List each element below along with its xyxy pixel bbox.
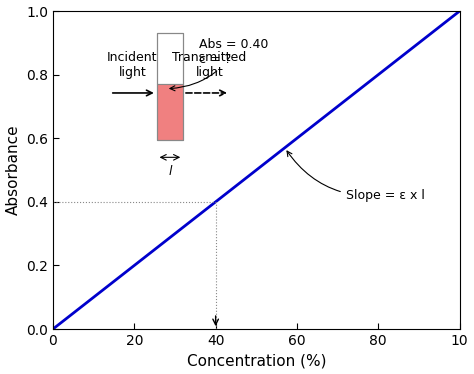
Bar — [157, 85, 183, 140]
Bar — [157, 33, 183, 140]
X-axis label: Concentration (%): Concentration (%) — [187, 353, 326, 368]
Text: Slope = ε x l: Slope = ε x l — [287, 151, 425, 202]
Y-axis label: Absorbance: Absorbance — [6, 125, 20, 215]
Text: Transmitted
light: Transmitted light — [173, 50, 246, 79]
Bar — [157, 33, 183, 85]
Text: Abs = 0.40
c = ?: Abs = 0.40 c = ? — [170, 39, 269, 91]
Text: l: l — [168, 165, 172, 178]
Text: Incident
light: Incident light — [107, 50, 157, 79]
